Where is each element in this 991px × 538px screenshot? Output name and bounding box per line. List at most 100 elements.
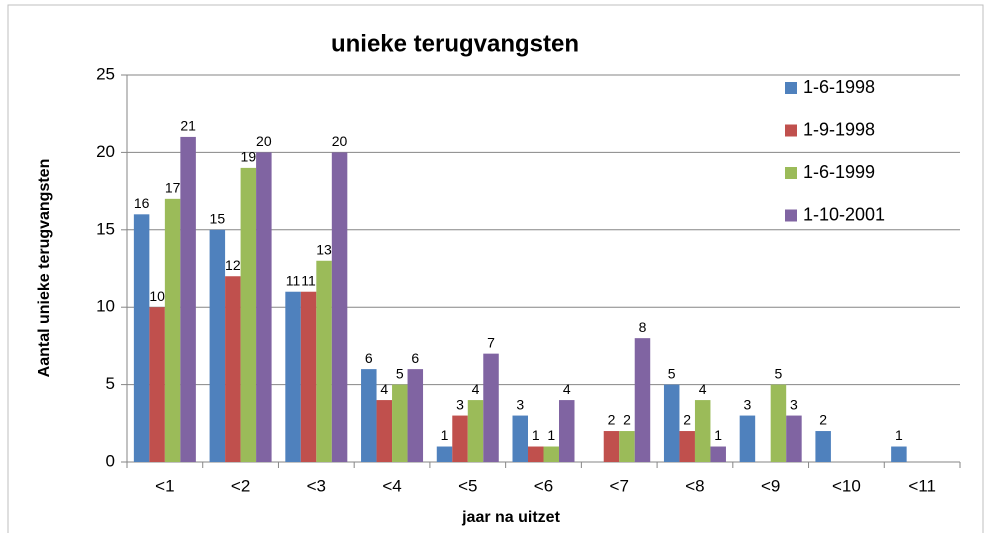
bar — [891, 446, 907, 462]
data-label: 12 — [225, 257, 241, 273]
data-label: 5 — [396, 365, 404, 381]
legend-swatch — [785, 124, 797, 137]
bar — [619, 431, 635, 462]
bar — [815, 431, 831, 462]
legend-swatch — [785, 167, 797, 179]
data-label: 20 — [256, 133, 272, 149]
bar — [603, 431, 620, 462]
bar — [559, 400, 575, 462]
y-tick-label: 10 — [96, 297, 115, 316]
bar — [483, 353, 499, 462]
data-label: 11 — [301, 272, 316, 288]
bar — [133, 214, 150, 462]
data-label: 1 — [895, 427, 903, 443]
bar — [164, 198, 181, 462]
x-tick-label: <8 — [685, 476, 704, 495]
data-label: 4 — [472, 381, 480, 397]
y-tick-label: 15 — [96, 219, 115, 238]
bar — [679, 431, 695, 462]
x-tick-label: <1 — [155, 476, 174, 495]
bar — [467, 400, 484, 462]
bar — [240, 167, 257, 462]
legend-label: 1-6-1998 — [803, 77, 875, 97]
bar — [663, 384, 680, 462]
data-label: 4 — [563, 381, 571, 397]
bar — [316, 260, 332, 462]
y-tick-label: 5 — [106, 374, 115, 393]
data-label: 3 — [516, 396, 524, 412]
x-tick-label: <11 — [908, 476, 936, 495]
x-tick-label: <7 — [610, 476, 629, 495]
bar — [634, 338, 651, 462]
bar — [376, 400, 393, 462]
x-tick-label: <3 — [307, 476, 326, 495]
data-label: 5 — [775, 365, 783, 381]
bar — [225, 276, 241, 462]
x-tick-label: <2 — [231, 476, 250, 495]
data-label: 19 — [241, 149, 257, 165]
data-label: 3 — [744, 396, 752, 412]
bar — [436, 446, 453, 462]
data-label: 21 — [180, 118, 196, 134]
data-label: 2 — [819, 412, 827, 428]
legend-swatch — [785, 209, 797, 222]
x-tick-label: <9 — [761, 476, 780, 495]
data-label: 16 — [134, 195, 150, 211]
data-label: 13 — [316, 241, 332, 257]
y-tick-label: 0 — [106, 451, 115, 470]
data-label: 6 — [365, 350, 373, 366]
data-label: 1 — [532, 427, 540, 443]
data-label: 11 — [286, 272, 301, 288]
data-label: 2 — [608, 412, 616, 428]
x-tick-label: <4 — [382, 476, 401, 495]
legend-swatch — [785, 82, 797, 94]
y-axis-title: Aantal unieke terugvangsten — [36, 159, 53, 378]
legend-label: 1-9-1998 — [803, 119, 875, 139]
data-label: 3 — [456, 396, 464, 412]
bar — [528, 446, 544, 462]
bar — [543, 446, 559, 462]
data-label: 17 — [165, 180, 181, 196]
bar — [361, 369, 377, 462]
data-label: 1 — [714, 427, 722, 443]
data-label: 2 — [683, 412, 691, 428]
x-tick-label: <10 — [832, 476, 861, 495]
bar — [300, 291, 317, 462]
bar — [285, 291, 301, 462]
bar — [180, 136, 196, 463]
bar — [512, 415, 528, 462]
data-label: 6 — [411, 350, 419, 366]
chart-title: unieke terugvangsten — [331, 30, 579, 57]
bar — [739, 415, 756, 462]
bar — [392, 384, 408, 462]
data-label: 15 — [210, 211, 226, 227]
data-label: 5 — [668, 365, 676, 381]
bar — [694, 400, 711, 462]
data-label: 1 — [547, 427, 555, 443]
y-tick-label: 25 — [96, 64, 115, 83]
bar — [331, 152, 348, 462]
x-tick-label: <5 — [458, 476, 477, 495]
data-label: 8 — [639, 319, 647, 335]
data-label: 1 — [441, 427, 449, 443]
data-label: 10 — [149, 288, 165, 304]
data-label: 4 — [699, 381, 707, 397]
data-label: 4 — [380, 381, 388, 397]
data-label: 2 — [623, 412, 631, 428]
data-label: 20 — [332, 133, 348, 149]
bar — [256, 152, 272, 462]
bar — [209, 229, 226, 462]
legend-label: 1-10-2001 — [803, 204, 885, 224]
y-tick-label: 20 — [96, 142, 115, 161]
x-axis-title: jaar na uitzet — [461, 509, 560, 526]
bar — [407, 369, 424, 462]
data-label: 3 — [790, 396, 798, 412]
legend-label: 1-6-1999 — [803, 162, 875, 182]
bar — [786, 415, 802, 462]
bar — [770, 384, 787, 462]
bar — [149, 307, 165, 462]
x-tick-label: <6 — [534, 476, 553, 495]
data-label: 7 — [487, 334, 495, 350]
